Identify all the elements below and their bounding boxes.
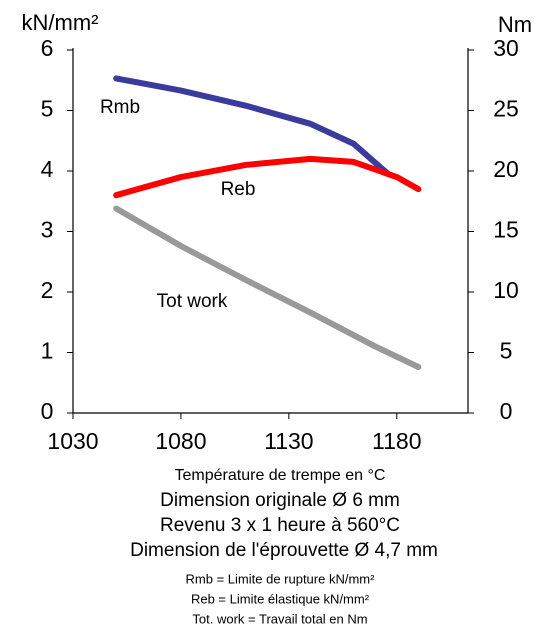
y-tick-label: 3 <box>41 217 54 243</box>
series-label: Rmb <box>100 97 140 118</box>
y2-tick-label: 15 <box>493 217 519 243</box>
series-label: Reb <box>221 179 256 200</box>
y-axis-label: kN/mm² <box>22 10 99 35</box>
line <box>113 205 422 371</box>
line <box>113 75 392 178</box>
line <box>113 155 422 199</box>
x-axis-label: Température de trempe en °C <box>175 467 386 484</box>
x-tick-label: 1080 <box>155 428 206 454</box>
y-tick-label: 0 <box>41 398 54 424</box>
note: Tot. work = Travail total en Nm <box>192 611 367 626</box>
note: Reb = Limite élastique kN/mm² <box>191 591 370 606</box>
x-tick-label: 1180 <box>372 428 421 454</box>
y2-tick-label: 30 <box>493 35 519 61</box>
x-tick-label: 1030 <box>47 428 98 454</box>
y2-axis-label: Nm <box>498 12 532 37</box>
series-label: Tot work <box>157 291 228 312</box>
subtitle: Dimension originale Ø 6 mm <box>160 490 400 511</box>
y-tick-label: 5 <box>41 96 54 122</box>
subtitle: Dimension de l'éprouvette Ø 4,7 mm <box>130 540 438 561</box>
y-tick-label: 6 <box>41 35 54 61</box>
y-tick-label: 4 <box>41 156 54 182</box>
note: Rmb = Limite de rupture kN/mm² <box>186 571 376 586</box>
y2-tick-label: 20 <box>493 156 519 182</box>
x-tick-label: 1130 <box>264 428 313 454</box>
subtitle: Revenu 3 x 1 heure à 560°C <box>160 515 400 536</box>
y2-tick-label: 10 <box>493 277 519 303</box>
y2-tick-label: 5 <box>500 338 513 364</box>
y-tick-label: 1 <box>41 338 54 364</box>
y-tick-label: 2 <box>41 277 54 303</box>
y2-tick-label: 0 <box>500 398 513 424</box>
y2-tick-label: 25 <box>493 96 519 122</box>
